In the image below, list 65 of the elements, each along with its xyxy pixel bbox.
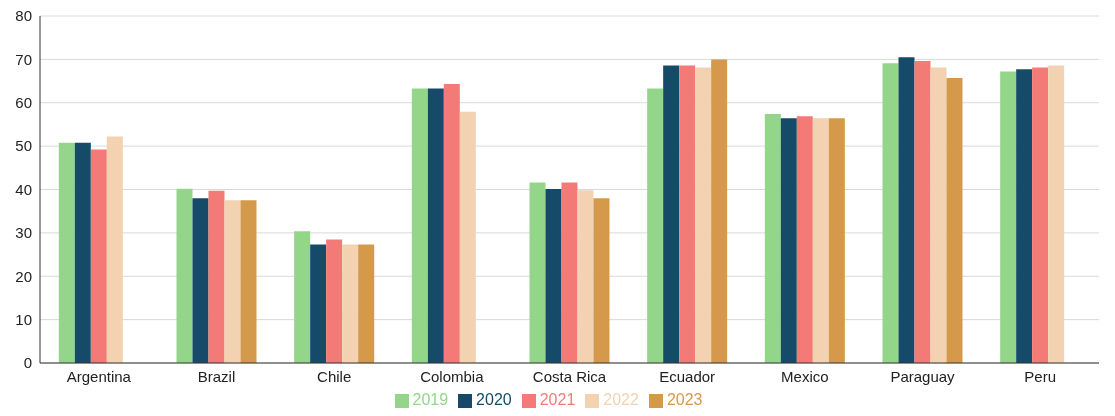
bar — [1032, 67, 1049, 363]
bar — [663, 65, 680, 363]
bar — [695, 67, 712, 363]
x-tick-label: Costa Rica — [532, 367, 607, 385]
x-tick-label: Chile — [317, 367, 352, 385]
x-tick-label: Colombia — [420, 367, 485, 385]
bar — [561, 182, 578, 363]
x-tick-label: Mexico — [781, 367, 829, 385]
y-tick-label: 60 — [15, 94, 32, 112]
y-tick-label: 70 — [15, 50, 32, 68]
bar — [780, 118, 797, 363]
x-tick-label: Brazil — [197, 367, 236, 385]
bar — [74, 142, 91, 363]
bar — [176, 188, 193, 363]
bar — [310, 244, 327, 363]
y-tick-label: 40 — [15, 180, 32, 198]
x-tick-label: Argentina — [66, 367, 132, 385]
legend-label: 2022 — [603, 391, 639, 408]
bar — [1048, 65, 1065, 363]
bar — [647, 88, 664, 363]
bar — [1000, 71, 1017, 363]
bar — [192, 198, 209, 363]
bar — [946, 78, 963, 363]
bar — [342, 244, 359, 363]
bar — [294, 231, 311, 363]
bar — [459, 111, 476, 363]
bar — [545, 189, 562, 363]
bar — [208, 190, 225, 363]
bar — [443, 84, 460, 363]
bar — [1016, 69, 1033, 363]
bar — [90, 149, 107, 363]
bar — [812, 118, 829, 363]
legend-label: 2019 — [412, 391, 449, 408]
bar — [411, 88, 428, 363]
y-tick-label: 10 — [15, 310, 32, 328]
bar — [326, 239, 343, 363]
bar — [358, 244, 375, 363]
legend-label: 2023 — [666, 391, 703, 408]
bar — [427, 88, 444, 363]
bar — [106, 136, 123, 363]
bar — [58, 142, 75, 363]
y-tick-label: 80 — [15, 7, 32, 25]
bar — [898, 57, 915, 363]
bar — [679, 65, 696, 363]
bar — [593, 198, 610, 363]
bar — [796, 116, 813, 363]
legend-label: 2020 — [476, 391, 512, 408]
y-tick-label: 50 — [15, 137, 32, 155]
legend-label: 2021 — [539, 391, 576, 408]
y-tick-label: 0 — [23, 354, 32, 372]
bar — [828, 118, 845, 363]
x-tick-label: Peru — [1024, 367, 1057, 385]
bar — [529, 182, 546, 363]
bar — [240, 200, 257, 363]
bar — [577, 190, 594, 363]
bar — [224, 200, 241, 363]
y-tick-label: 30 — [15, 224, 32, 242]
bar — [914, 61, 931, 363]
bar — [711, 59, 728, 363]
x-tick-label: Paraguay — [890, 367, 956, 385]
bar — [930, 67, 947, 363]
x-tick-label: Ecuador — [659, 367, 716, 385]
y-tick-label: 20 — [15, 267, 32, 285]
bar — [764, 114, 781, 363]
bar — [882, 63, 899, 363]
